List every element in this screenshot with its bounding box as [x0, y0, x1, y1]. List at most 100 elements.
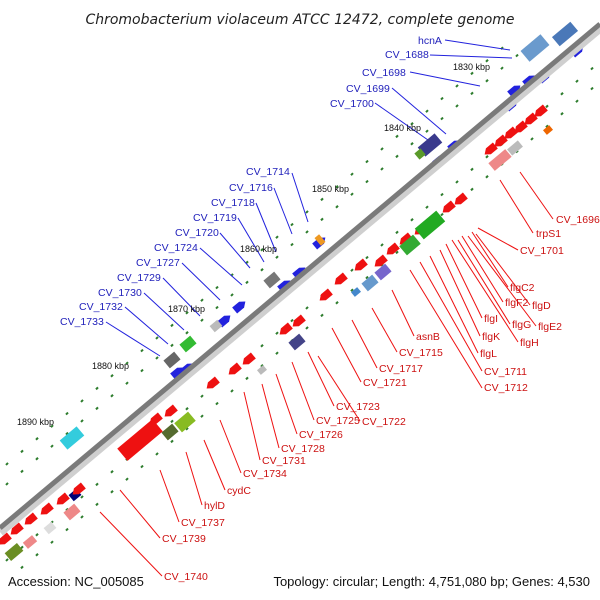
reverse-gene-arrow	[374, 254, 388, 267]
tick-mark	[215, 285, 219, 290]
tick-mark	[20, 565, 24, 570]
leader-line	[159, 469, 180, 523]
reverse-gene-arrow	[279, 322, 293, 335]
tick-mark	[545, 104, 549, 109]
reverse-gene-arrow	[524, 112, 538, 125]
leader-line	[219, 419, 242, 474]
forward-gene-block	[414, 148, 426, 160]
tick-mark	[110, 490, 114, 494]
tick-mark	[545, 124, 549, 129]
forward-gene-block-body	[417, 133, 443, 157]
leader-line	[457, 239, 511, 325]
gene-label: CV_1734	[243, 468, 287, 480]
gene-label: flgL	[480, 348, 497, 360]
tick-mark	[215, 401, 219, 406]
reverse-gene-block-body	[488, 149, 512, 171]
tick-mark	[485, 155, 489, 159]
tick-mark	[380, 147, 384, 151]
gene-label: flgF2	[505, 297, 529, 309]
tick-mark	[110, 374, 114, 378]
leader-line	[499, 179, 534, 234]
tick-mark	[455, 104, 459, 108]
forward-gene-block	[314, 234, 326, 246]
tick-mark	[320, 313, 324, 318]
tick-mark	[365, 275, 369, 280]
gene-label: CV_1733	[60, 316, 104, 328]
leader-line	[105, 321, 161, 357]
gene-label: CV_1729	[117, 272, 161, 284]
reverse-gene-arrow-body	[242, 352, 256, 365]
gene-label: CV_1701	[520, 245, 564, 257]
forward-gene-arrow	[232, 301, 246, 314]
gene-label: CV_1717	[379, 363, 423, 375]
reverse-gene-arrow	[24, 512, 38, 525]
tick-mark	[470, 71, 474, 76]
reverse-gene-block-body	[399, 234, 421, 256]
tick-mark	[560, 92, 564, 96]
forward-gene-block-body	[314, 234, 326, 246]
reverse-gene-arrow-body	[40, 502, 54, 515]
tick-mark	[20, 469, 24, 474]
leader-line	[185, 451, 203, 506]
tick-mark	[515, 53, 519, 58]
reverse-gene-arrow-body	[442, 200, 456, 213]
reverse-gene-arrow-body	[292, 314, 306, 327]
reverse-gene-block-body	[507, 140, 523, 156]
tick-mark	[35, 437, 39, 441]
tick-mark	[5, 462, 9, 466]
forward-gene-block-body	[179, 335, 197, 353]
tick-mark	[395, 134, 399, 139]
leader-line	[475, 233, 531, 306]
tick-mark	[140, 464, 144, 469]
leader-line	[143, 292, 185, 331]
tick-mark	[125, 361, 129, 365]
forward-gene-arrow	[292, 267, 306, 280]
tick-mark	[455, 180, 459, 184]
reverse-gene-arrow	[206, 376, 220, 389]
reverse-gene-block-body	[4, 543, 24, 561]
tick-mark	[470, 187, 474, 192]
tick-mark	[230, 293, 234, 297]
tick-mark	[185, 331, 189, 335]
leader-line	[291, 172, 309, 223]
gene-label: trpS1	[536, 228, 561, 240]
scale-label: 1830 kbp	[453, 62, 490, 72]
reverse-gene-arrow-body	[399, 232, 413, 245]
gene-label: flgE2	[538, 321, 562, 333]
leader-line	[331, 327, 362, 383]
reverse-gene-arrow-body	[514, 120, 528, 133]
tick-mark	[170, 419, 174, 424]
reverse-gene-arrow-body	[24, 512, 38, 525]
tick-mark	[365, 179, 369, 184]
tick-mark	[80, 399, 84, 403]
leader-line	[477, 227, 519, 251]
leader-line	[409, 71, 481, 87]
gene-label: hylD	[204, 500, 225, 512]
forward-gene-block	[209, 319, 223, 333]
tick-mark	[50, 424, 54, 428]
leader-line	[275, 373, 298, 435]
tick-mark	[35, 553, 39, 557]
tick-mark	[440, 192, 444, 197]
tick-mark	[230, 389, 234, 393]
tick-mark	[200, 414, 204, 418]
scale-label: 1870 kbp	[168, 304, 205, 314]
tick-mark	[125, 381, 129, 385]
reverse-gene-arrow-body	[534, 104, 548, 117]
tick-mark	[275, 255, 279, 259]
reverse-gene-arrow-body	[10, 522, 24, 535]
tick-mark	[185, 407, 189, 411]
gene-label: flgH	[520, 337, 539, 349]
gene-label: flgC2	[510, 282, 535, 294]
gene-label: CV_1715	[399, 347, 443, 359]
reverse-gene-block-body	[374, 263, 392, 281]
leader-line	[444, 39, 511, 51]
gene-label: CV_1711	[484, 366, 527, 378]
tick-mark	[320, 217, 324, 222]
genome-summary: Topology: circular; Length: 4,751,080 bp…	[273, 574, 590, 589]
reverse-gene-arrow-body	[228, 362, 242, 375]
leader-line	[273, 187, 293, 235]
forward-gene-block	[179, 335, 197, 353]
tick-mark	[470, 91, 474, 96]
tick-mark	[305, 306, 309, 310]
